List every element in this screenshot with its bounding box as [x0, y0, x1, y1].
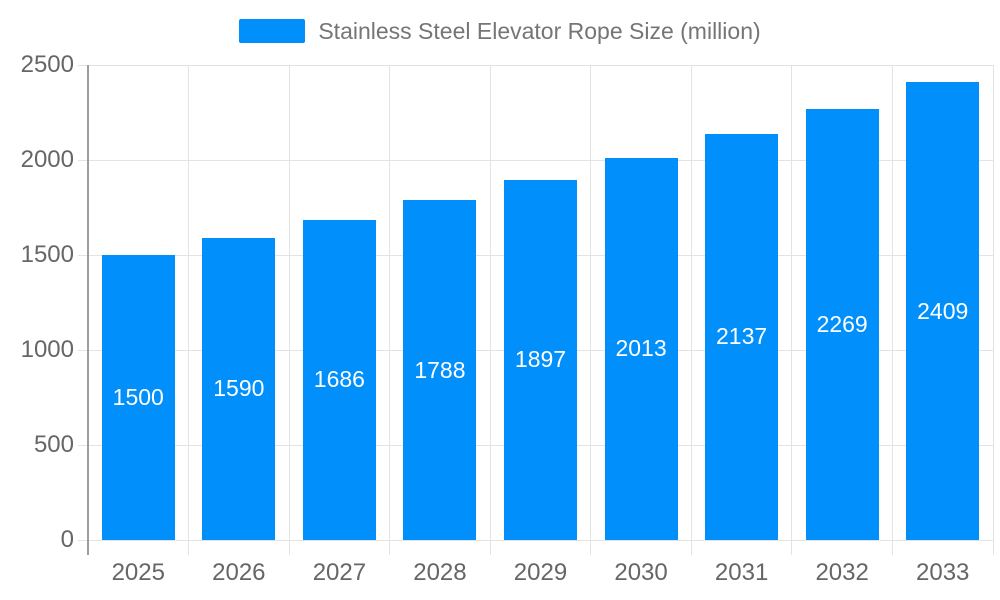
bar-value-label: 1590 — [213, 375, 265, 402]
gridline-v — [590, 65, 592, 555]
x-axis-label: 2027 — [312, 559, 367, 586]
gridline-v — [791, 65, 793, 555]
bar-value-label: 2269 — [816, 310, 868, 337]
y-axis-label: 2500 — [20, 51, 74, 78]
bar-2033[interactable]: 2409 — [906, 82, 980, 540]
x-axis-label: 2031 — [714, 559, 769, 586]
legend-swatch-icon — [239, 19, 306, 43]
bar-2026[interactable]: 1590 — [202, 237, 276, 540]
gridline-v — [992, 65, 994, 555]
bar-value-label: 1500 — [112, 384, 164, 410]
bar-value-label: 2013 — [615, 335, 667, 362]
gridline-v — [188, 65, 190, 555]
bar-2029[interactable]: 1897 — [504, 179, 577, 540]
y-axis-line — [87, 65, 89, 555]
gridline-h — [78, 539, 993, 541]
bar-value-label: 2409 — [917, 297, 969, 324]
y-axis-label: 1000 — [20, 336, 74, 363]
y-axis-label: 500 — [33, 431, 74, 458]
x-axis-label: 2025 — [111, 559, 165, 586]
bar-value-label: 1686 — [313, 366, 365, 393]
gridline-h — [78, 159, 993, 161]
bar-2030[interactable]: 2013 — [604, 157, 678, 540]
gridline-v — [891, 65, 893, 555]
gridline-v — [489, 65, 491, 555]
bar-2025[interactable]: 1500 — [101, 255, 175, 540]
gridline-v — [288, 65, 290, 555]
x-axis-label: 2026 — [212, 559, 266, 586]
x-axis-label: 2033 — [916, 559, 970, 586]
x-axis-label: 2029 — [513, 559, 568, 586]
legend-item[interactable]: Stainless Steel Elevator Rope Size (mill… — [239, 18, 761, 44]
x-axis-label: 2028 — [413, 559, 467, 586]
x-axis-label: 2030 — [614, 559, 668, 586]
y-axis-label: 2000 — [20, 146, 74, 173]
bar-2032[interactable]: 2269 — [805, 108, 879, 540]
y-axis-label: 0 — [60, 526, 74, 553]
bar-2027[interactable]: 1686 — [302, 219, 376, 540]
bar-value-label: 2137 — [716, 323, 768, 350]
bar-2031[interactable]: 2137 — [705, 133, 779, 540]
legend: Stainless Steel Elevator Rope Size (mill… — [0, 19, 1000, 43]
bar-value-label: 1897 — [514, 346, 567, 373]
gridline-v — [690, 65, 692, 555]
gridline-h — [78, 64, 993, 66]
bar-2028[interactable]: 1788 — [403, 200, 477, 540]
y-axis-label: 1500 — [20, 241, 74, 268]
gridline-v — [389, 65, 391, 555]
x-axis-label: 2032 — [815, 559, 869, 586]
bar-value-label: 1788 — [414, 356, 466, 383]
legend-label: Stainless Steel Elevator Rope Size (mill… — [318, 18, 761, 44]
